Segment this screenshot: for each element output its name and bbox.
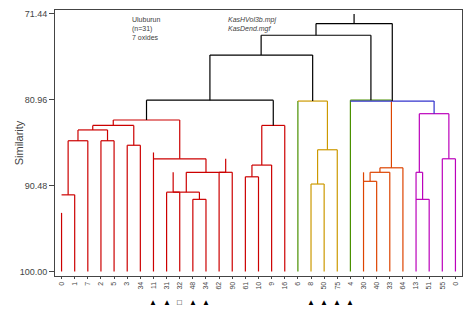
svg-text:48: 48 [189, 282, 196, 290]
svg-text:0: 0 [58, 282, 65, 286]
svg-text:▲: ▲ [189, 298, 197, 307]
svg-text:64: 64 [399, 282, 406, 290]
svg-text:0: 0 [452, 282, 459, 286]
svg-text:▲: ▲ [149, 298, 157, 307]
svg-text:50: 50 [320, 282, 327, 290]
svg-text:90.48: 90.48 [25, 181, 48, 191]
svg-text:30: 30 [360, 282, 367, 290]
svg-text:9: 9 [268, 282, 275, 286]
svg-text:16: 16 [281, 282, 288, 290]
svg-text:100.00: 100.00 [20, 267, 48, 277]
svg-text:31: 31 [163, 282, 170, 290]
svg-text:80.96: 80.96 [25, 95, 48, 105]
svg-text:55: 55 [439, 282, 446, 290]
svg-text:▲: ▲ [333, 298, 341, 307]
svg-text:▲: ▲ [163, 298, 171, 307]
svg-text:KasHVol3b.mpjKasDend.mgf: KasHVol3b.mpjKasDend.mgf [228, 16, 276, 33]
svg-text:6: 6 [294, 282, 301, 286]
svg-text:90: 90 [229, 282, 236, 290]
svg-text:71.44: 71.44 [25, 9, 48, 19]
svg-text:1: 1 [71, 282, 78, 286]
svg-text:□: □ [177, 298, 182, 307]
svg-text:75: 75 [334, 282, 341, 290]
svg-text:34: 34 [137, 282, 144, 290]
svg-text:7: 7 [84, 282, 91, 286]
svg-text:8: 8 [307, 282, 314, 286]
svg-text:▲: ▲ [346, 298, 354, 307]
svg-text:▲: ▲ [202, 298, 210, 307]
svg-text:▲: ▲ [320, 298, 328, 307]
svg-text:▲: ▲ [307, 298, 315, 307]
svg-text:61: 61 [242, 282, 249, 290]
svg-text:4: 4 [347, 282, 354, 286]
svg-text:34: 34 [202, 282, 209, 290]
svg-text:Uluburun(n=31)7 oxides: Uluburun(n=31)7 oxides [132, 16, 161, 41]
svg-text:40: 40 [373, 282, 380, 290]
svg-text:33: 33 [386, 282, 393, 290]
svg-text:2: 2 [97, 282, 104, 286]
svg-text:5: 5 [110, 282, 117, 286]
svg-text:13: 13 [412, 282, 419, 290]
svg-text:11: 11 [150, 282, 157, 289]
svg-text:51: 51 [425, 282, 432, 290]
svg-text:62: 62 [215, 282, 222, 290]
svg-text:10: 10 [255, 282, 262, 290]
svg-text:3: 3 [123, 282, 130, 286]
svg-text:32: 32 [176, 282, 183, 290]
svg-text:Similarity: Similarity [13, 120, 25, 165]
